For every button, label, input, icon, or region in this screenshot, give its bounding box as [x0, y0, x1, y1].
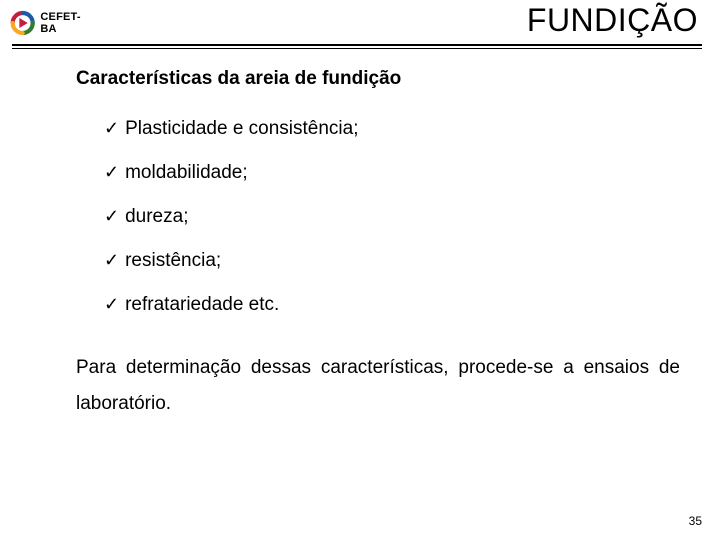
check-icon: ✓ [104, 207, 119, 225]
list-item-text: dureza; [125, 206, 188, 228]
slide-content: Características da areia de fundição ✓ P… [76, 68, 680, 422]
page-number: 35 [689, 514, 702, 528]
section-subtitle: Características da areia de fundição [76, 68, 680, 90]
list-item: ✓ Plasticidade e consistência; [104, 118, 680, 140]
check-icon: ✓ [104, 163, 119, 181]
check-icon: ✓ [104, 119, 119, 137]
check-icon: ✓ [104, 251, 119, 269]
list-item-text: Plasticidade e consistência; [125, 118, 358, 140]
list-item: ✓ moldabilidade; [104, 162, 680, 184]
list-item: ✓ resistência; [104, 250, 680, 272]
bullet-list: ✓ Plasticidade e consistência; ✓ moldabi… [104, 118, 680, 316]
list-item-text: refratariedade etc. [125, 294, 279, 316]
divider-thin [12, 48, 702, 49]
institution-logo: CEFET-BA [6, 4, 96, 42]
list-item-text: moldabilidade; [125, 162, 248, 184]
logo-icon [6, 6, 39, 40]
list-item: ✓ dureza; [104, 206, 680, 228]
slide-header: CEFET-BA FUNDIÇÃO [0, 0, 720, 48]
divider-thick [12, 44, 702, 46]
closing-text: Para determinação dessas características… [76, 350, 680, 422]
logo-text: CEFET-BA [40, 11, 96, 35]
list-item: ✓ refratariedade etc. [104, 294, 680, 316]
check-icon: ✓ [104, 295, 119, 313]
slide-title: FUNDIÇÃO [527, 2, 698, 39]
list-item-text: resistência; [125, 250, 221, 272]
